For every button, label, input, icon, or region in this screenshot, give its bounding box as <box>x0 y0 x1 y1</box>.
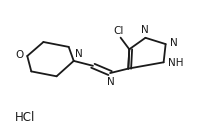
Text: N: N <box>107 77 115 87</box>
Text: Cl: Cl <box>113 26 123 36</box>
Text: NH: NH <box>168 58 184 68</box>
Text: O: O <box>15 50 23 60</box>
Text: N: N <box>141 25 148 35</box>
Text: HCl: HCl <box>15 111 36 124</box>
Text: N: N <box>75 49 82 59</box>
Text: N: N <box>170 38 178 48</box>
